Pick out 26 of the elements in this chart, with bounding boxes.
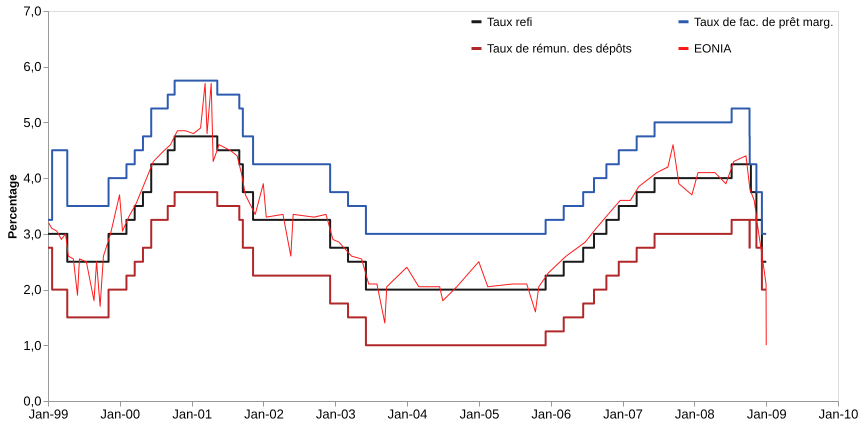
y-tick-label: 1,0 [23,338,42,353]
x-tick-label: Jan-04 [388,406,428,422]
x-tick-label: Jan-09 [746,406,787,422]
y-tick-label: 7,0 [23,4,42,18]
y-axis-title: Percentage [5,174,20,239]
x-tick-label: Jan-10 [818,406,858,422]
x-tick-label: Jan-99 [28,406,68,422]
y-tick-label: 2,0 [23,282,42,298]
y-tick-label: 0,0 [23,394,42,408]
legend-label: Taux de fac. de prêt marg. [694,14,834,29]
x-tick-label: Jan-02 [244,406,284,422]
x-tick-label: Jan-08 [674,406,715,422]
line-series [48,82,767,346]
y-tick-label: 3,0 [23,226,42,242]
y-tick-label: 6,0 [23,59,42,74]
x-tick-label: Jan-06 [531,406,572,422]
x-tick-label: Jan-01 [172,406,212,422]
x-tick-label: Jan-00 [100,406,140,422]
x-tick-label: Jan-05 [460,406,500,422]
y-tick-label: 5,0 [23,114,42,130]
x-tick-label: Jan-07 [603,406,643,422]
y-tick-label: 4,0 [23,170,42,186]
legend-label: EONIA [694,42,732,56]
legend-label: Taux refi [487,14,532,29]
x-tick-label: Jan-03 [316,406,356,422]
legend-label: Taux de rémun. des dépôts [487,42,632,56]
